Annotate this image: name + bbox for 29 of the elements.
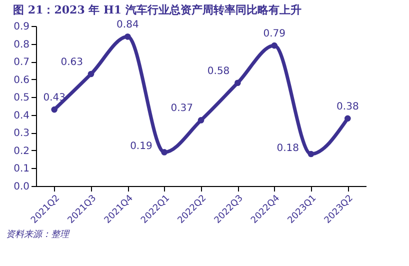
y-tick-label: 0.2 (14, 146, 30, 157)
y-tick-label: 0.8 (14, 39, 30, 50)
point (308, 150, 314, 158)
data-label: 0.58 (207, 66, 230, 77)
y-tick-label: 0.4 (14, 110, 30, 122)
point (88, 70, 94, 78)
point (198, 117, 204, 124)
text: 资料来源：整理 (6, 229, 70, 240)
point (161, 149, 168, 156)
y-tick-label: 0.7 (14, 57, 30, 68)
point (51, 106, 58, 113)
point (124, 34, 131, 40)
data-label: 0.63 (60, 57, 83, 68)
data-label: 0.84 (116, 20, 139, 31)
y-tick-label: 0.0 (14, 182, 30, 192)
y-tick-label: 0.1 (14, 164, 30, 175)
y-tick-label: 0.9 (14, 22, 30, 32)
point (271, 42, 278, 49)
data-label: 0.18 (276, 143, 299, 154)
y-tick-label: 0.3 (14, 128, 30, 140)
y-tick-label: 0.5 (14, 92, 30, 104)
point (234, 80, 241, 86)
chart-title: 图 21：2023 年 H1 汽车行业总资产周转率同比略有上升 (13, 4, 302, 17)
data-label: 0.37 (170, 103, 193, 114)
point (344, 115, 351, 122)
data-label: 0.79 (263, 28, 286, 40)
y-tick-label: 0.6 (14, 74, 30, 86)
data-label: 0.38 (336, 101, 359, 112)
data-label: 0.19 (130, 141, 152, 152)
